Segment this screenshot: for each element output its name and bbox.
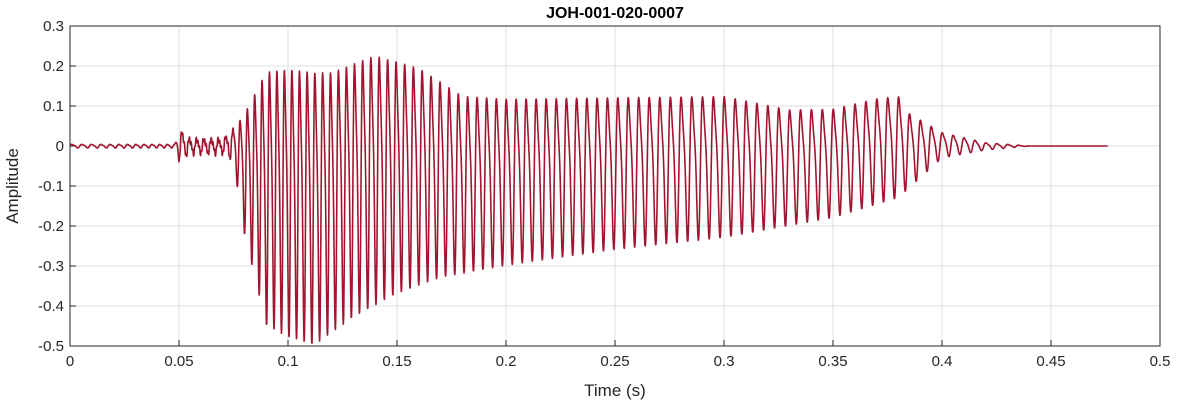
plot-frame [69,25,1161,347]
x-axis-ticks: 0 0.05 0.1 0.15 0.2 0.25 0.3 0.35 0.4 0.45 0.5 [66,340,1171,370]
y-tick-label: -0.5 [38,338,64,355]
y-tick-label: 0.1 [43,98,64,115]
y-tick-label: -0.3 [38,258,64,275]
x-tick-label: 0.45 [1036,353,1065,370]
y-axis-ticks: 0.3 0.2 0.1 0 -0.1 -0.2 -0.3 -0.4 -0.5 [38,18,76,355]
x-tick-label: 0.3 [714,353,735,370]
x-axis-label: Time (s) [584,381,646,400]
y-tick-label: -0.2 [38,218,64,235]
x-tick-label: 0.05 [164,353,193,370]
y-tick-label: 0.2 [43,58,64,75]
x-tick-label: 0.25 [600,353,629,370]
x-tick-label: 0.35 [818,353,847,370]
y-tick-label: 0.3 [43,18,64,35]
x-tick-label: 0.4 [932,353,953,370]
y-tick-label: 0 [56,138,64,155]
x-tick-label: 0 [66,353,74,370]
y-axis-label: Amplitude [3,148,22,224]
y-tick-label: -0.1 [38,178,64,195]
series-line [69,56,1109,345]
chart-title: JOH-001-020-0007 [546,5,684,22]
x-tick-label: 0.1 [278,353,299,370]
x-tick-label: 0.2 [496,353,517,370]
x-tick-label: 0.15 [382,353,411,370]
y-tick-label: -0.4 [38,298,64,315]
x-tick-label: 0.5 [1150,353,1171,370]
